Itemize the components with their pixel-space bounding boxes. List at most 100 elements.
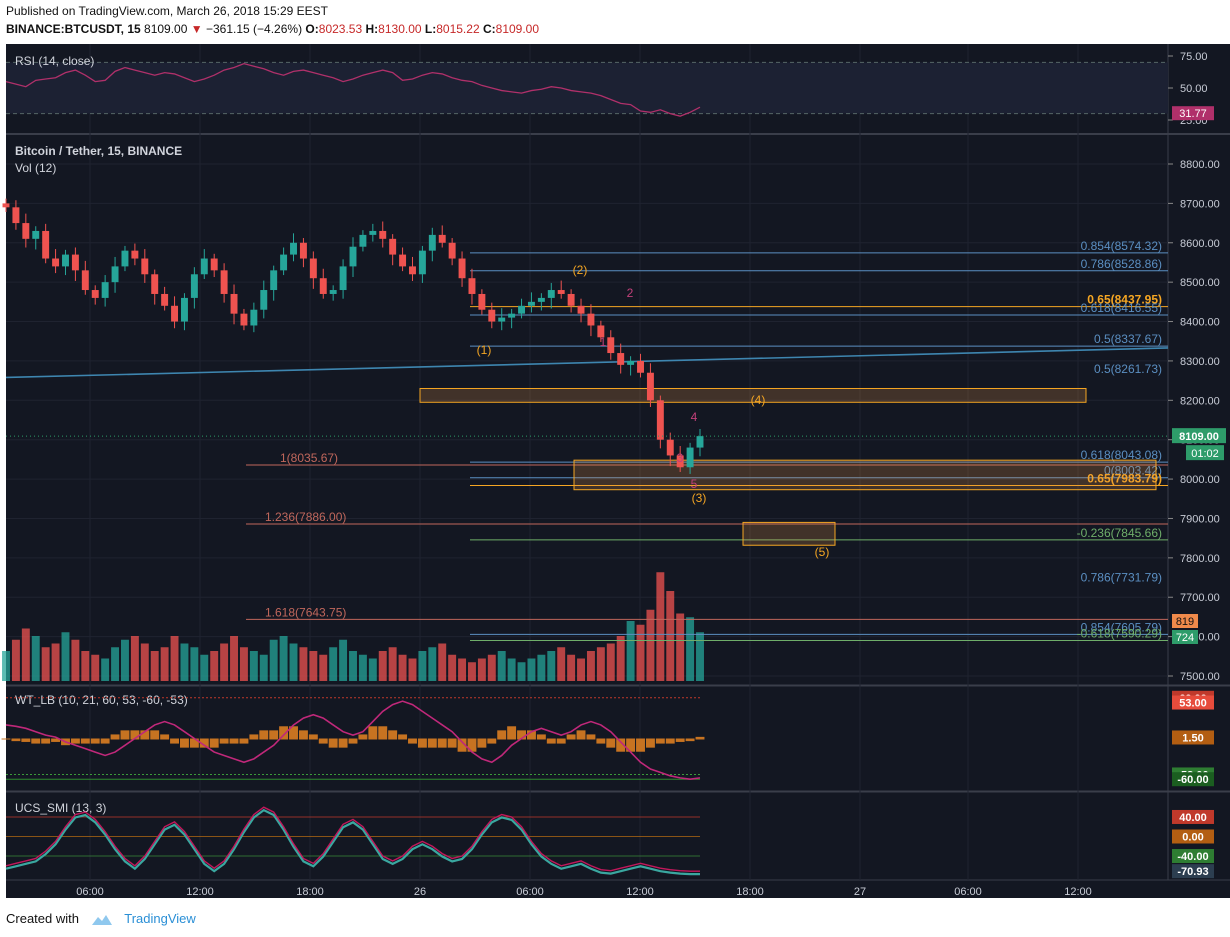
price-axis-background <box>1168 44 1230 898</box>
volume-bar <box>517 662 526 681</box>
candle-body <box>339 266 347 291</box>
wave4-zone <box>419 387 1087 403</box>
candle-body <box>81 270 89 291</box>
high-key: H: <box>365 22 379 36</box>
volume-bar <box>507 658 516 681</box>
volume-tag-up <box>1172 614 1198 628</box>
rsi-line <box>5 62 701 117</box>
wt-histogram-bar <box>596 738 606 744</box>
candle-body <box>349 246 357 267</box>
wt-histogram-bar <box>150 730 160 740</box>
wt-histogram-bar <box>269 730 279 740</box>
volume-bar <box>230 636 238 681</box>
wt-y-tick: -60.00 <box>1177 774 1208 786</box>
smi-line <box>5 806 700 872</box>
x-tick-label: 06:00 <box>76 886 104 898</box>
volume-bar <box>527 658 536 681</box>
x-tick-label: 06:00 <box>516 886 544 898</box>
wt-value-tag <box>1172 695 1214 710</box>
wt-histogram-bar <box>358 734 368 740</box>
price-y-tick: 8000.00 <box>1180 474 1220 486</box>
wt-histogram-bar <box>249 734 259 740</box>
volume-bar <box>398 654 407 681</box>
volume-tag-label: 819 <box>1176 616 1194 628</box>
volume-bar <box>586 651 595 681</box>
wt-histogram-bar <box>199 738 209 748</box>
open-value: 8023.53 <box>318 22 363 36</box>
wt-histogram-bar <box>398 734 408 740</box>
wave-label: 2 <box>627 286 634 300</box>
volume-bar <box>140 643 149 681</box>
volume-bar <box>279 636 288 681</box>
candle-body <box>518 305 526 314</box>
wt-histogram-bar <box>100 738 110 744</box>
tradingview-brand[interactable]: TradingView <box>124 911 196 926</box>
fib-level-label: 0.65(7983.79) <box>1087 471 1162 485</box>
wt-histogram-bar <box>11 738 21 742</box>
candle-body <box>240 313 248 326</box>
volume-bar <box>418 651 427 681</box>
volume-bar <box>656 572 665 681</box>
wave-label: (2) <box>573 263 588 277</box>
fib-level-label: 0.5(8261.73) <box>1094 362 1162 376</box>
wave-label: 4 <box>691 410 698 424</box>
volume-bar <box>676 613 685 681</box>
volume-bar <box>626 621 635 681</box>
volume-bar <box>596 647 605 681</box>
volume-bar <box>121 639 129 681</box>
open-key: O: <box>305 22 319 36</box>
candle-body <box>696 436 704 448</box>
x-tick-label: 27 <box>854 886 866 898</box>
wt-histogram-bar <box>1 738 11 740</box>
volume-bar <box>41 647 50 681</box>
candle-body <box>498 317 506 322</box>
candle-body <box>230 293 238 314</box>
volume-bar <box>220 643 229 681</box>
candle-body <box>290 242 297 255</box>
volume-bar <box>468 662 476 681</box>
fib-level-label: 0.65(8437.95) <box>1087 293 1162 307</box>
price-y-tick: 7800.00 <box>1180 553 1220 565</box>
wt-histogram-bar <box>179 738 189 748</box>
wt-histogram-bar <box>140 730 150 740</box>
candle-body <box>637 360 644 373</box>
candle-body <box>329 290 337 294</box>
volume-bar <box>567 654 576 681</box>
fib-level-label: 0.5(8337.67) <box>1094 332 1162 346</box>
price-y-tick: 7700.00 <box>1180 592 1220 604</box>
candle-body <box>438 234 446 243</box>
wt-histogram-bar <box>328 738 338 748</box>
smi-y-tick: -70.93 <box>1177 866 1208 878</box>
smi-value-tag <box>1172 849 1214 864</box>
wt-histogram-bar <box>497 730 507 740</box>
candle-body <box>171 305 179 322</box>
published-line: Published on TradingView.com, March 26, … <box>6 4 328 18</box>
volume-bar <box>259 654 268 681</box>
candle-body <box>567 293 575 306</box>
volume-bar <box>249 651 258 681</box>
candle-body <box>418 250 426 275</box>
wt-histogram-bar <box>655 738 665 744</box>
price-y-tick: 8800.00 <box>1180 159 1220 171</box>
candle-body <box>210 258 218 271</box>
fib-level-label: 0.854(8574.32) <box>1081 239 1162 253</box>
wt-histogram-bar <box>606 738 616 748</box>
x-tick-label: 12:00 <box>1064 886 1092 898</box>
down-arrow-icon: ▼ <box>190 22 203 36</box>
wt-histogram-bar <box>41 738 51 744</box>
wt-histogram-bar <box>31 738 41 744</box>
wt-histogram-bar <box>289 726 298 740</box>
candle-body <box>399 254 407 267</box>
volume-bar <box>51 643 60 681</box>
volume-bar <box>180 643 189 681</box>
candle-body <box>359 234 367 247</box>
wt-histogram-bar <box>645 738 655 748</box>
volume-bar <box>200 654 209 681</box>
wave-label: (5) <box>815 545 830 559</box>
candle-body <box>627 360 635 365</box>
wt-histogram-bar <box>556 738 566 744</box>
candle-body <box>309 258 317 279</box>
wt-histogram-bar <box>457 738 467 752</box>
candle-body <box>686 447 694 468</box>
